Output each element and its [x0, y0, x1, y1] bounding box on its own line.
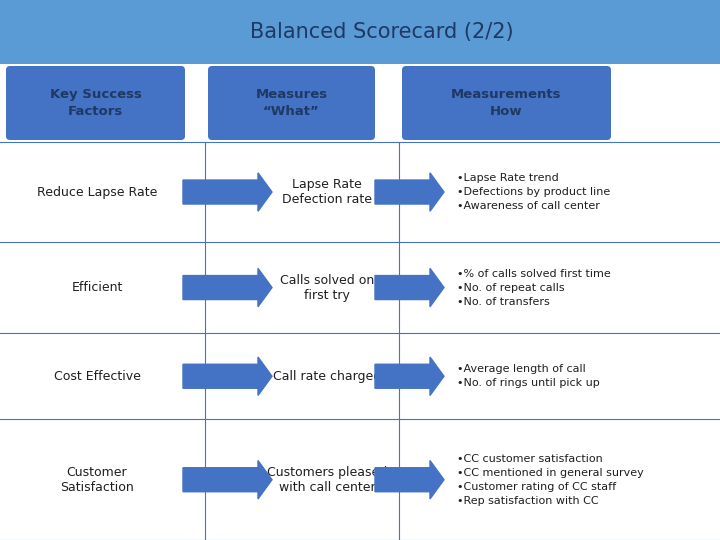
Text: •Lapse Rate trend
•Defections by product line
•Awareness of call center: •Lapse Rate trend •Defections by product… — [457, 173, 611, 211]
Text: Cost Effective: Cost Effective — [53, 370, 140, 383]
Text: •CC customer satisfaction
•CC mentioned in general survey
•Customer rating of CC: •CC customer satisfaction •CC mentioned … — [457, 454, 644, 506]
Text: Call rate charged: Call rate charged — [273, 370, 381, 383]
Bar — [0, 64, 720, 142]
FancyArrow shape — [375, 357, 444, 395]
FancyArrow shape — [183, 268, 272, 307]
Text: Lapse Rate
Defection rate: Lapse Rate Defection rate — [282, 178, 372, 206]
Text: Efficient: Efficient — [71, 281, 122, 294]
Text: Measures
“What”: Measures “What” — [256, 88, 328, 118]
Text: Measurements
How: Measurements How — [451, 88, 562, 118]
FancyBboxPatch shape — [6, 66, 185, 140]
FancyArrow shape — [375, 461, 444, 499]
FancyBboxPatch shape — [208, 66, 375, 140]
Text: Balanced Scorecard (2/2): Balanced Scorecard (2/2) — [250, 22, 513, 42]
Text: Calls solved on
first try: Calls solved on first try — [280, 274, 374, 301]
FancyArrow shape — [183, 173, 272, 211]
FancyArrow shape — [183, 357, 272, 395]
Text: •Average length of call
•No. of rings until pick up: •Average length of call •No. of rings un… — [457, 364, 600, 388]
Text: •% of calls solved first time
•No. of repeat calls
•No. of transfers: •% of calls solved first time •No. of re… — [457, 268, 611, 307]
FancyArrow shape — [375, 173, 444, 211]
Text: Reduce Lapse Rate: Reduce Lapse Rate — [37, 186, 157, 199]
Bar — [0, 0, 720, 64]
Text: Customer
Satisfaction: Customer Satisfaction — [60, 465, 134, 494]
FancyBboxPatch shape — [402, 66, 611, 140]
FancyArrow shape — [183, 461, 272, 499]
Text: Key Success
Factors: Key Success Factors — [50, 88, 141, 118]
Text: Customers pleased
with call center: Customers pleased with call center — [267, 465, 387, 494]
FancyArrow shape — [375, 268, 444, 307]
